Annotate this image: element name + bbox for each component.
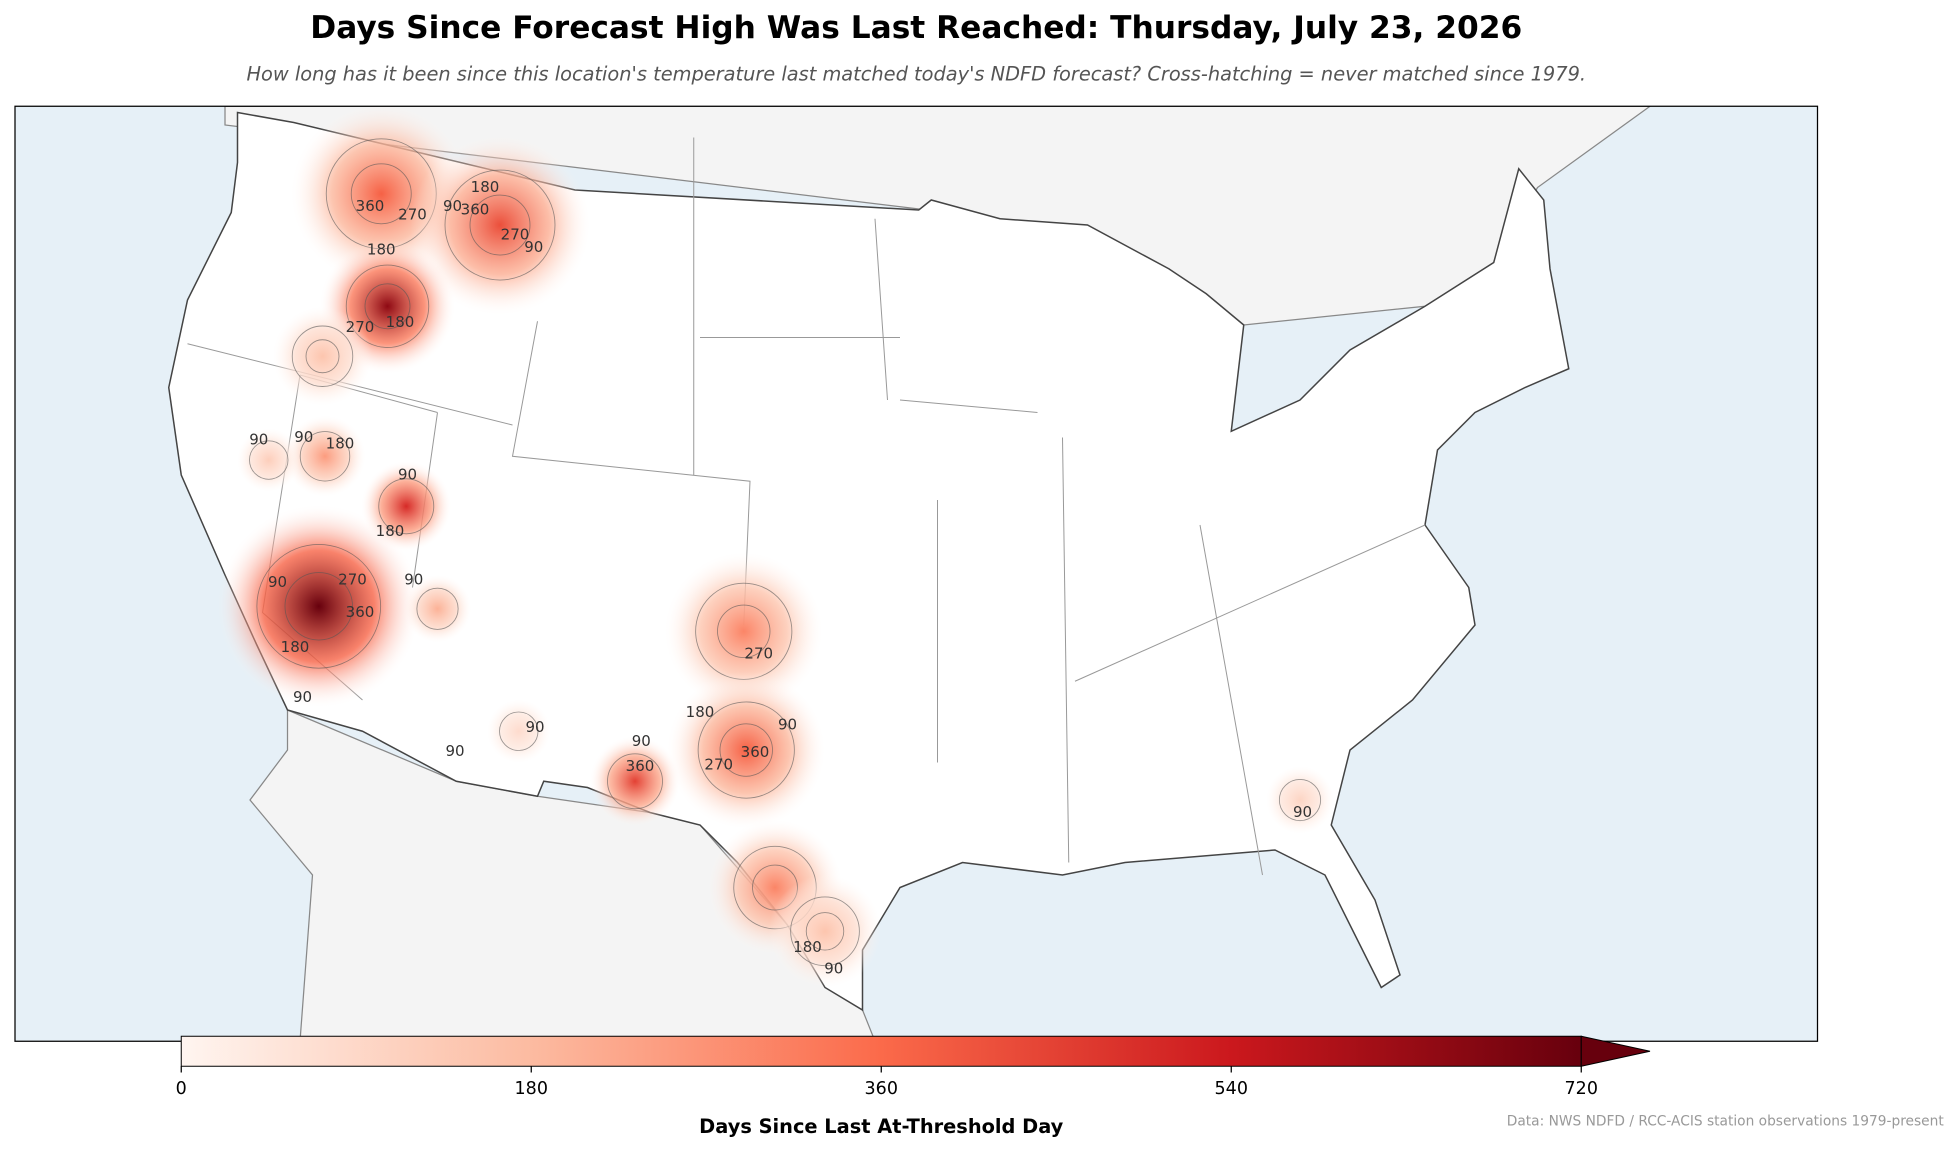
colorbar-extend xyxy=(1580,1035,1651,1067)
hotspot xyxy=(768,875,882,988)
contour-label: 90 xyxy=(293,688,312,706)
hotspot xyxy=(237,428,301,492)
contour-ring xyxy=(378,478,435,535)
contour-label: 180 xyxy=(686,703,715,721)
contour-label: 90 xyxy=(824,959,843,977)
contour-ring xyxy=(305,339,340,374)
hotspot xyxy=(410,135,590,315)
colorbar-label: Days Since Last At-Threshold Day xyxy=(699,1115,1064,1138)
hotspot xyxy=(217,505,420,708)
contour-label: 90 xyxy=(294,428,313,446)
contour-ring xyxy=(345,264,430,348)
contour-ring xyxy=(444,169,556,281)
contour-ring xyxy=(719,723,773,777)
contour-label: 90 xyxy=(404,571,423,589)
hotspot xyxy=(284,415,366,497)
hotspot xyxy=(667,671,825,829)
contour-label: 90 xyxy=(249,431,268,449)
hotspot xyxy=(487,699,551,763)
source-note: Data: NWS NDFD / RCC-ACIS station observ… xyxy=(1507,1113,1945,1129)
chart-subtitle: How long has it been since this location… xyxy=(246,63,1586,86)
contour-label: 270 xyxy=(744,644,773,662)
colorbar-tick-label: 180 xyxy=(515,1079,548,1099)
colorbar-tick-label: 0 xyxy=(176,1079,187,1099)
contour-ring xyxy=(1278,778,1322,822)
contour-label: 270 xyxy=(501,226,530,244)
contour-ring xyxy=(499,711,539,751)
contour-ring xyxy=(291,325,354,387)
hotspot xyxy=(665,552,823,710)
contour-label: 270 xyxy=(346,318,375,336)
contour-label: 360 xyxy=(626,757,655,775)
contour-label: 180 xyxy=(471,178,500,196)
contour-ring xyxy=(350,163,412,225)
contour-label: 360 xyxy=(741,743,770,761)
contour-label: 180 xyxy=(793,938,822,956)
contour-label: 90 xyxy=(443,197,462,215)
colorbar-fill xyxy=(180,1035,1582,1067)
contour-ring xyxy=(469,194,531,256)
hotspot xyxy=(273,306,372,406)
contour-ring xyxy=(249,440,289,480)
contour-label: 360 xyxy=(346,603,375,621)
contour-label: 180 xyxy=(376,522,405,540)
contour-ring xyxy=(717,604,771,658)
colorbar-tick-label: 360 xyxy=(865,1079,898,1099)
scaled-root: Days Since Forecast High Was Last Reache… xyxy=(14,10,1945,1138)
contour-label: 90 xyxy=(268,573,287,591)
contour-label: 90 xyxy=(632,732,651,750)
contour-ring xyxy=(790,896,860,967)
colorbar: 0 180 360 540 720 xyxy=(176,1035,1651,1099)
contour-label: 180 xyxy=(386,313,415,331)
contour-label: 270 xyxy=(704,756,733,774)
contour-ring xyxy=(364,283,411,330)
contour-ring xyxy=(805,912,845,951)
contour-ring xyxy=(284,572,353,641)
contour-label: 90 xyxy=(525,718,544,736)
contour-ring xyxy=(416,587,459,630)
contour-ring xyxy=(607,753,663,810)
contour-ring xyxy=(697,701,795,799)
colorbar-tick-label: 540 xyxy=(1215,1079,1248,1099)
usa xyxy=(167,111,1570,1012)
canada xyxy=(224,106,1652,326)
contour-label: 90 xyxy=(398,466,417,484)
contour-label: 90 xyxy=(445,742,464,760)
contour-label: 270 xyxy=(338,571,367,589)
hotspot xyxy=(1266,766,1334,834)
chart-title: Days Since Forecast High Was Last Reache… xyxy=(310,10,1522,46)
colorbar-tick-label: 720 xyxy=(1565,1079,1598,1099)
contour-label: 90 xyxy=(778,716,797,734)
contour-label: 180 xyxy=(326,434,355,452)
hotspot xyxy=(590,736,680,827)
contour-label: 180 xyxy=(281,638,310,656)
contour-label: 270 xyxy=(398,206,427,224)
contour-ring xyxy=(256,543,382,669)
hotspot xyxy=(403,575,472,643)
contour-label: 360 xyxy=(356,197,385,215)
heat-layer xyxy=(217,106,1334,988)
contour-label: 90 xyxy=(524,238,543,256)
contour-label: 180 xyxy=(367,241,396,259)
contour-ring xyxy=(299,431,351,482)
contour-label: 360 xyxy=(461,201,490,219)
contour-label: 90 xyxy=(1293,803,1312,821)
